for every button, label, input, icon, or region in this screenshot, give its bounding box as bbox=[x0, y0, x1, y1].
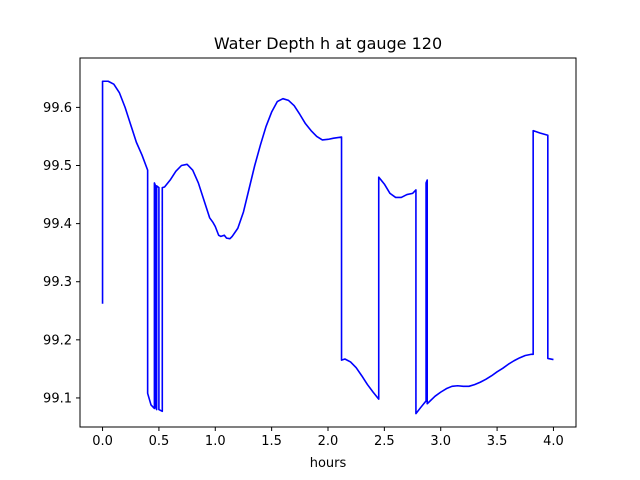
x-tick-label: 0.0 bbox=[92, 434, 113, 449]
y-tick-label: 99.2 bbox=[43, 333, 72, 348]
x-tick-label: 2.0 bbox=[318, 434, 339, 449]
y-tick-label: 99.3 bbox=[43, 275, 72, 290]
x-tick-label: 3.0 bbox=[430, 434, 451, 449]
x-tick-label: 1.5 bbox=[261, 434, 282, 449]
y-tick-label: 99.1 bbox=[43, 391, 72, 406]
x-tick-label: 3.5 bbox=[487, 434, 508, 449]
series-line-0 bbox=[101, 80, 554, 415]
x-tick-label: 1.0 bbox=[205, 434, 226, 449]
y-tick-label: 99.6 bbox=[43, 101, 72, 116]
y-tick-label: 99.4 bbox=[43, 217, 72, 232]
y-axis: 99.1 99.2 99.3 99.4 99.5 99.6 bbox=[43, 101, 80, 406]
chart-title: Water Depth h at gauge 120 bbox=[214, 34, 442, 53]
x-axis-label: hours bbox=[310, 456, 347, 471]
x-tick-label: 4.0 bbox=[543, 434, 564, 449]
series-layer bbox=[101, 80, 554, 415]
plot-area bbox=[79, 57, 577, 428]
y-tick-label: 99.5 bbox=[43, 159, 72, 174]
x-tick-label: 2.5 bbox=[374, 434, 395, 449]
x-tick-label: 0.5 bbox=[149, 434, 170, 449]
x-axis: 0.0 0.5 1.0 1.5 2.0 2.5 3.0 3.5 4.0 bbox=[92, 427, 564, 449]
